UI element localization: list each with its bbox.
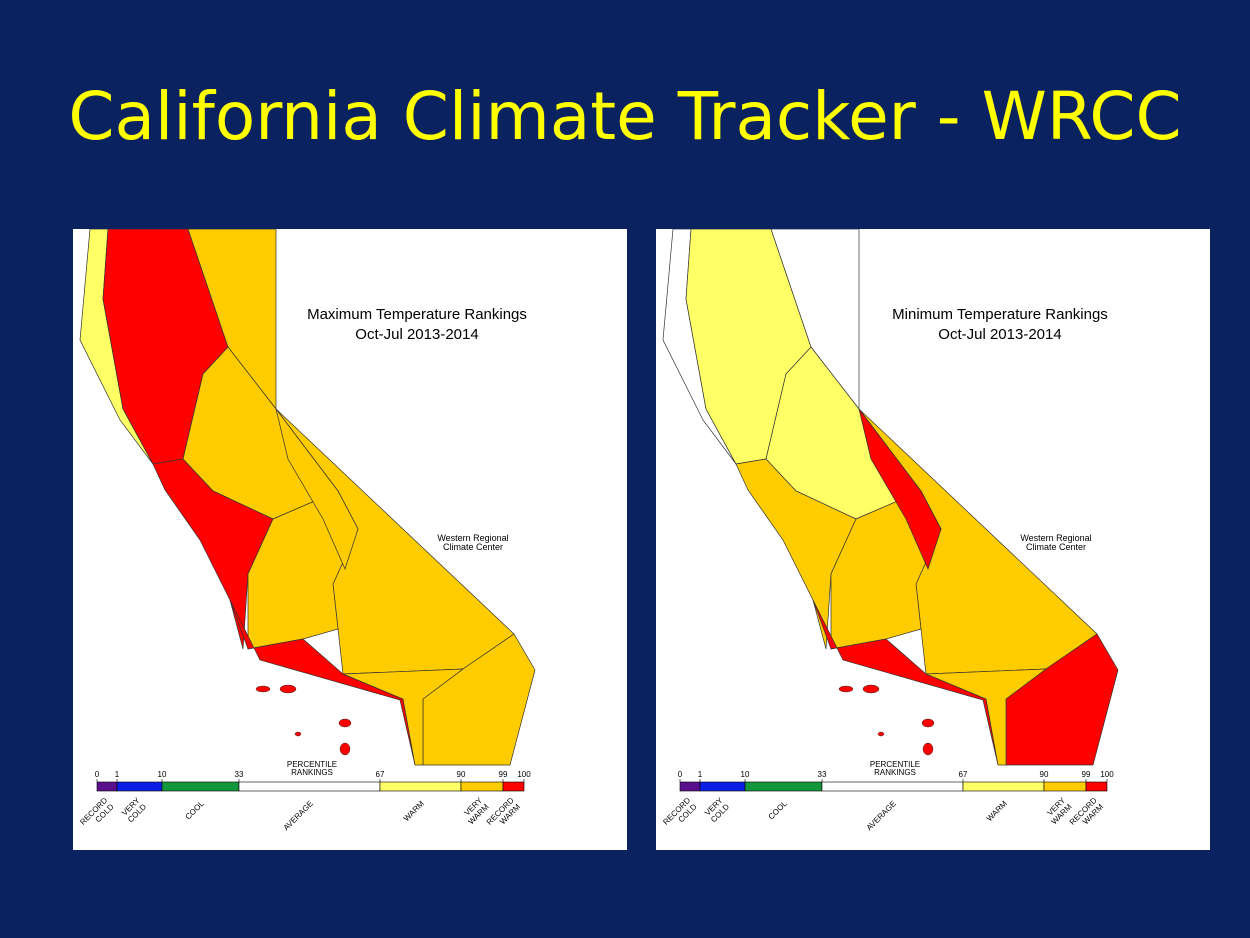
climate-division	[275, 408, 359, 570]
map-credit: Climate Center	[443, 542, 503, 552]
legend-tick-label: 100	[1100, 770, 1114, 779]
legend-swatch	[502, 781, 525, 792]
legend-tick-label: 10	[158, 770, 167, 779]
island	[294, 731, 302, 737]
legend-swatch	[460, 781, 504, 792]
legend-tick-label: 67	[376, 770, 385, 779]
legend-swatch	[379, 781, 462, 792]
island	[877, 731, 885, 737]
map-panel: Maximum Temperature Rankings Oct-Jul 2013…	[73, 229, 627, 850]
map: Minimum Temperature Rankings Oct-Jul 2013…	[661, 229, 1119, 832]
legend-tick-label: 100	[517, 770, 531, 779]
legend-swatch	[744, 781, 823, 792]
legend-title: RANKINGS	[291, 768, 333, 777]
legend-swatch	[962, 781, 1045, 792]
legend-swatch	[1085, 781, 1108, 792]
legend-title: RANKINGS	[874, 768, 916, 777]
island	[255, 685, 271, 693]
legend-tick-label: 33	[235, 770, 244, 779]
climate-division	[342, 668, 465, 766]
legend-class-label: WARM	[985, 799, 1009, 823]
slide-title: California Climate Tracker - WRCC	[68, 78, 1182, 155]
legend-class-label: COOL	[767, 799, 790, 822]
legend-tick-label: 99	[1082, 770, 1091, 779]
map-title: Minimum Temperature Rankings	[892, 306, 1108, 323]
island	[921, 718, 935, 728]
map-title: Maximum Temperature Rankings	[307, 306, 527, 323]
map-credit: Climate Center	[1026, 542, 1086, 552]
legend-swatch	[679, 781, 701, 792]
legend-class-label: COOL	[184, 799, 207, 822]
legend-class-label: WARM	[402, 799, 426, 823]
map-panel: Minimum Temperature Rankings Oct-Jul 2013…	[656, 229, 1210, 850]
legend-swatch	[238, 781, 381, 792]
map-period: Oct-Jul 2013-2014	[355, 326, 478, 343]
legend-tick-label: 1	[698, 770, 703, 779]
legend-tick-label: 90	[1040, 770, 1049, 779]
legend-swatch	[96, 781, 118, 792]
legend-swatch	[821, 781, 964, 792]
legend-tick-label: 0	[95, 770, 100, 779]
island	[862, 684, 880, 694]
legend-swatch	[699, 781, 746, 792]
legend-swatch	[1043, 781, 1087, 792]
island	[338, 718, 352, 728]
island	[339, 742, 351, 756]
legend-title: PERCENTILE	[870, 760, 920, 769]
legend-tick-label: 1	[115, 770, 120, 779]
legend-tick-label: 99	[499, 770, 508, 779]
legend-class-label: AVERAGE	[282, 799, 315, 832]
legend-title: PERCENTILE	[287, 760, 337, 769]
map-credit: Western Regional	[1020, 533, 1091, 543]
map-period: Oct-Jul 2013-2014	[938, 326, 1061, 343]
legend-swatch	[161, 781, 240, 792]
climate-division	[858, 408, 942, 570]
legend-tick-label: 33	[818, 770, 827, 779]
legend-class-label: AVERAGE	[865, 799, 898, 832]
map: Maximum Temperature Rankings Oct-Jul 2013…	[78, 229, 536, 832]
climate-division	[925, 668, 1048, 766]
island	[279, 684, 297, 694]
climate-division	[152, 458, 274, 650]
map-credit: Western Regional	[437, 533, 508, 543]
island	[838, 685, 854, 693]
legend-tick-label: 0	[678, 770, 683, 779]
island	[922, 742, 934, 756]
legend-swatch	[116, 781, 163, 792]
legend-tick-label: 90	[457, 770, 466, 779]
legend-tick-label: 10	[741, 770, 750, 779]
legend-tick-label: 67	[959, 770, 968, 779]
climate-division	[735, 458, 857, 650]
